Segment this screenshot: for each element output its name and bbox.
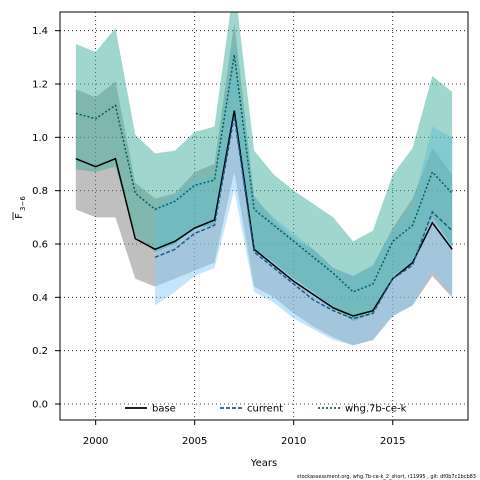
- series-line-base: [75, 110, 453, 317]
- y-tick-label: 1.4: [32, 26, 48, 37]
- x-tick-label: 2010: [281, 436, 306, 447]
- y-axis-title-sub: 3−6: [19, 196, 27, 211]
- caption: stockassessment.org, whg.7b-ce-k_2_short…: [297, 474, 476, 480]
- y-tick-label: 1.0: [32, 133, 48, 144]
- x-tick-label: 2000: [83, 436, 108, 447]
- y-tick-label: 1.2: [32, 80, 48, 91]
- series-line-current: [154, 115, 453, 320]
- ci-bands: [75, 12, 453, 346]
- y-tick-label: 0.0: [32, 400, 48, 411]
- legend-label-whg.7b-ce-k: whg.7b-ce-k: [345, 404, 407, 415]
- legend-label-current: current: [247, 404, 283, 415]
- y-axis: 0.0 0.2 0.4 0.6 0.8 1.0 1.2 1.4: [32, 26, 60, 411]
- legend: base current whg.7b-ce-k: [125, 404, 407, 415]
- y-tick-label: 0.8: [32, 186, 48, 197]
- y-axis-title: F 3−6: [12, 196, 27, 220]
- y-axis-title-main: F: [14, 213, 25, 219]
- y-tick-label: 0.6: [32, 240, 48, 251]
- x-axis: 2000 2005 2010 2015: [83, 420, 405, 447]
- x-tick-label: 2005: [182, 436, 207, 447]
- y-tick-label: 0.4: [32, 293, 48, 304]
- y-tick-label: 0.2: [32, 346, 48, 357]
- x-axis-title: Years: [250, 458, 277, 469]
- series-lines: [75, 54, 453, 320]
- plot-frame: [59, 11, 469, 421]
- x-tick-label: 2015: [380, 436, 405, 447]
- legend-label-base: base: [152, 404, 176, 415]
